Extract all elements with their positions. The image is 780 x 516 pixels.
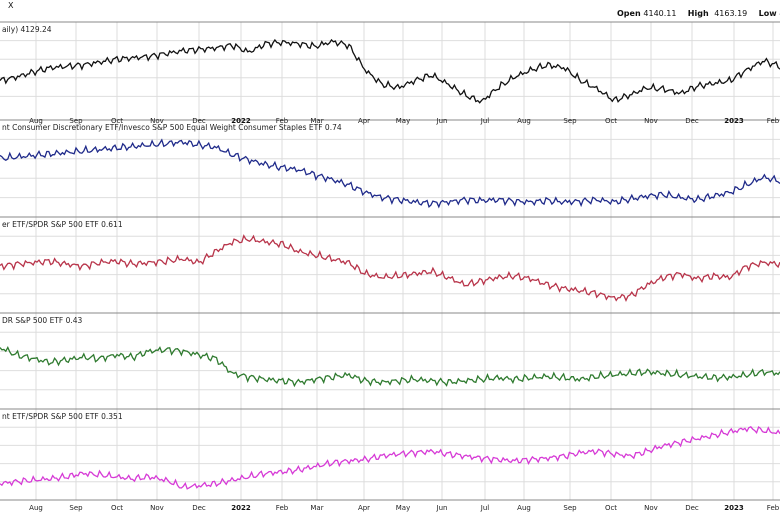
x-tick-label: Apr <box>358 117 370 125</box>
x-tick-label: Apr <box>358 504 370 512</box>
ohlc-value: 4163.19 <box>714 9 747 18</box>
series-line <box>0 138 780 209</box>
x-tick-label: Oct <box>605 117 617 125</box>
ohlc-key: High <box>688 9 709 18</box>
series-line <box>0 234 780 303</box>
x-tick-label: Mar <box>310 504 323 512</box>
x-tick-label: Aug <box>517 504 531 512</box>
chart-panel: nt ETF/SPDR S&P 500 ETF 0.351 <box>0 412 780 490</box>
x-axis: Aug Aug Sep Sep Oct Oct Nov Nov Dec Dec 2022 2022 Fe… <box>29 117 780 512</box>
chart-panel: nt Consumer Discretionary ETF/Invesco S&… <box>0 123 780 209</box>
x-tick-label: Feb <box>276 117 289 125</box>
series-line <box>0 346 780 388</box>
panel-label: er ETF/SPDR S&P 500 ETF 0.611 <box>2 220 123 229</box>
x-tick-label: Feb <box>276 504 289 512</box>
chart-panel: aily) 4129.24 <box>0 25 780 104</box>
series-line <box>0 38 780 104</box>
x-tick-label: Aug <box>517 117 531 125</box>
chart-panel: er ETF/SPDR S&P 500 ETF 0.611 <box>0 220 780 303</box>
chart-panel: DR S&P 500 ETF 0.43 <box>0 316 780 388</box>
x-tick-label: Feb <box>767 117 780 125</box>
x-tick-label: Jul <box>480 117 490 125</box>
x-tick-label: Oct <box>111 504 123 512</box>
x-tick-label: Dec <box>685 117 699 125</box>
x-tick-label: Dec <box>192 504 206 512</box>
x-tick-label: Oct <box>605 504 617 512</box>
x-tick-label: Feb <box>767 504 780 512</box>
ohlc-value: 4140.11 <box>643 9 676 18</box>
symbol-fragment: X <box>8 1 14 10</box>
x-tick-label: Aug <box>29 504 43 512</box>
x-tick-label: 2022 <box>231 504 251 512</box>
series-line <box>0 425 780 490</box>
ohlc-key: Open <box>617 9 641 18</box>
panel-label: aily) 4129.24 <box>2 25 52 34</box>
x-tick-label: Nov <box>150 117 164 125</box>
panel-label: DR S&P 500 ETF 0.43 <box>2 316 83 325</box>
chart-panels: aily) 4129.24 nt Consumer Discretionary E… <box>0 25 780 490</box>
x-tick-label: 2023 <box>724 117 744 125</box>
x-tick-label: Mar <box>310 117 323 125</box>
x-tick-label: Nov <box>644 117 658 125</box>
x-tick-label: Aug <box>29 117 43 125</box>
x-tick-label: Sep <box>69 117 83 125</box>
x-tick-label: Oct <box>111 117 123 125</box>
x-tick-label: Jul <box>480 504 490 512</box>
x-tick-label: Dec <box>685 504 699 512</box>
x-tick-label: 2022 <box>231 117 251 125</box>
panel-label: nt ETF/SPDR S&P 500 ETF 0.351 <box>2 412 123 421</box>
x-tick-label: Sep <box>563 117 577 125</box>
x-tick-label: May <box>396 504 410 512</box>
x-tick-label: Sep <box>69 504 83 512</box>
panel-label: nt Consumer Discretionary ETF/Invesco S&… <box>2 123 342 132</box>
x-tick-label: Dec <box>192 117 206 125</box>
x-tick-label: Nov <box>150 504 164 512</box>
x-tick-label: Nov <box>644 504 658 512</box>
chart-grid <box>0 21 780 501</box>
x-tick-label: Jun <box>436 504 448 512</box>
x-tick-label: 2023 <box>724 504 744 512</box>
x-tick-label: Jun <box>436 117 448 125</box>
x-tick-label: May <box>396 117 410 125</box>
ohlc-key: Low <box>759 9 778 18</box>
x-tick-label: Sep <box>563 504 577 512</box>
